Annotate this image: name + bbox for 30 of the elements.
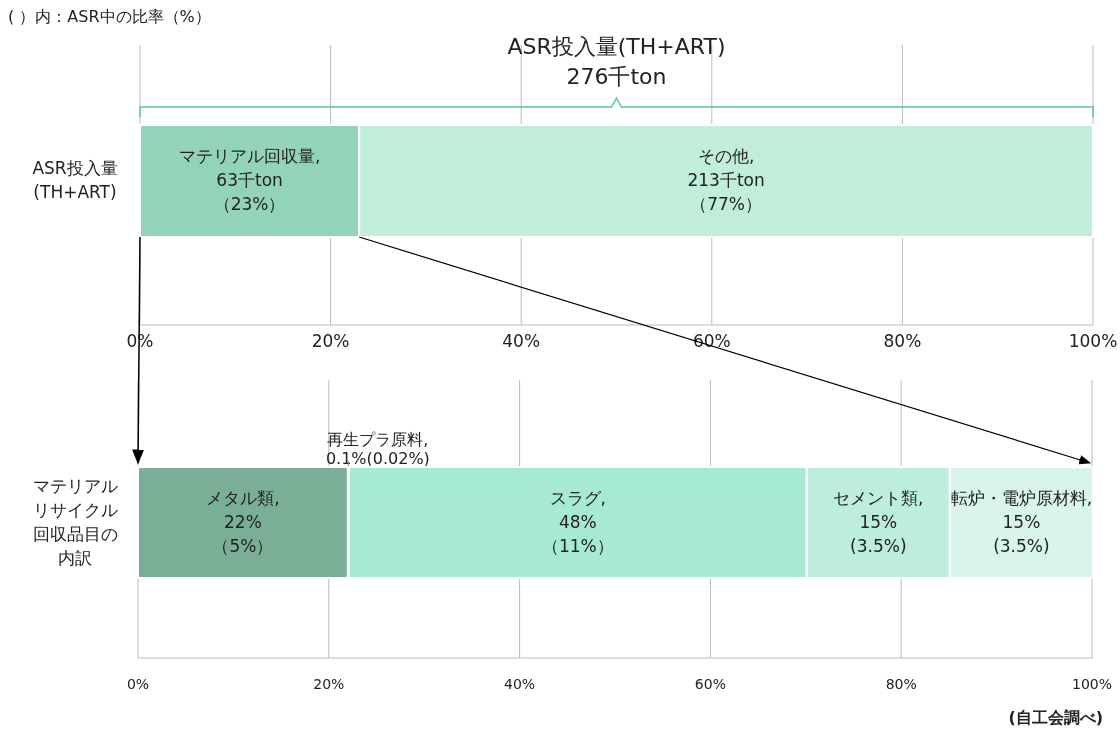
data-label: 15% (3.5%): [993, 511, 1050, 556]
x-tick-label: 100%: [1068, 331, 1118, 351]
y-tick-label: ASR投入量 (TH+ART): [32, 158, 118, 202]
series-label: セメント類,: [833, 487, 924, 508]
data-label: 48% （11%）: [541, 511, 614, 556]
data-label: 63千ton （23%）: [213, 170, 286, 214]
text: (自工会調べ): [1008, 707, 1103, 727]
x-tick-label: 80%: [885, 676, 917, 692]
x-tick-label: 40%: [504, 676, 536, 692]
series-label: スラグ,: [549, 487, 606, 508]
y-tick-label: マテリアルリサイクル回収品目の内訳: [32, 475, 118, 568]
x-tick-label: 100%: [1071, 676, 1113, 692]
series-label: 転炉・電炉原材料,: [950, 487, 1093, 508]
data-label: 213千ton （77%）: [687, 170, 765, 214]
series-label: マテリアル回収量,: [178, 146, 321, 166]
text: ASR投入量(TH+ART) 276千ton: [507, 34, 726, 89]
series-label: 再生プラ原料,: [327, 430, 429, 449]
x-tick-label: 60%: [692, 331, 731, 351]
text: ( ）内：ASR中の比率（%）: [8, 6, 211, 26]
x-tick-label: 60%: [694, 676, 726, 692]
x-tick-label: 20%: [311, 331, 350, 351]
series-label: メタル類,: [206, 487, 280, 508]
x-tick-label: 20%: [313, 676, 345, 692]
x-tick-label: 80%: [883, 331, 922, 351]
data-label: 22% （5%）: [212, 511, 274, 556]
data-label: 15% (3.5%): [850, 511, 907, 556]
x-tick-label: 0%: [126, 676, 150, 692]
series-label: その他,: [697, 146, 755, 166]
x-tick-label: 40%: [502, 331, 541, 351]
data-label: 0.1%(0.02%): [325, 449, 430, 468]
